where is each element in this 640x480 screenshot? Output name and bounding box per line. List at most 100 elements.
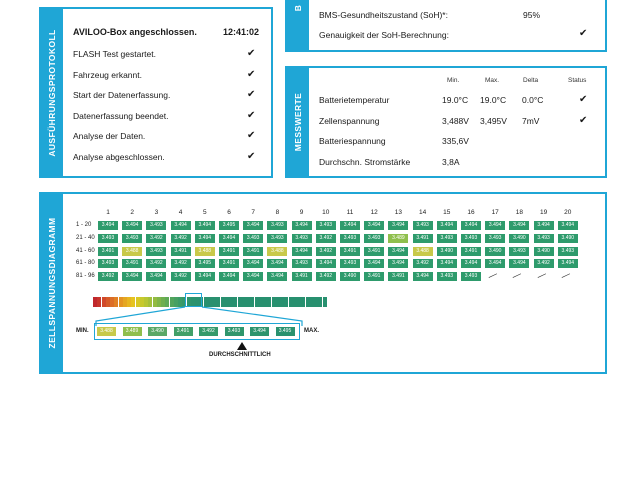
gradient-segment <box>292 297 297 307</box>
gradient-segment <box>127 297 131 307</box>
cell-voltage: 3.495 <box>218 220 240 231</box>
header-min: Min. <box>447 77 460 84</box>
gradient-segment <box>280 297 284 307</box>
gradient-segment <box>173 297 178 307</box>
protocol-item: Start der Datenerfassung. <box>73 90 171 100</box>
protocol-item: Datenerfassung beendet. <box>73 110 169 121</box>
check-icon: ✔ <box>247 109 256 121</box>
cell-voltage: 3.494 <box>169 220 192 231</box>
cell-voltage: 3.491 <box>411 232 434 244</box>
gradient-segment <box>105 297 110 307</box>
check-icon: ✔ <box>247 130 256 141</box>
zoom-cell: 3.495 <box>274 326 296 337</box>
cell-voltage: 3.494 <box>290 245 313 257</box>
column-number: 3 <box>154 209 159 216</box>
gradient-segment <box>241 297 246 307</box>
gradient-segment <box>224 297 229 307</box>
cell-voltage: 3.494 <box>387 258 410 270</box>
cell-voltage: 3.492 <box>411 258 434 270</box>
cell-voltage: 3.493 <box>435 271 458 283</box>
cell-voltage: 3.494 <box>411 271 434 283</box>
gradient-segment <box>195 297 199 307</box>
cell-voltage: 3.493 <box>508 245 531 257</box>
column-number: 11 <box>346 209 354 216</box>
cell-voltage: 3.492 <box>314 232 337 244</box>
mess-max: 19.0°C <box>480 95 507 105</box>
column-number: 18 <box>515 209 523 216</box>
cell-voltage: 3.493 <box>363 232 386 244</box>
cell-voltage: 3.493 <box>339 258 361 270</box>
cell-voltage: 3.494 <box>556 258 579 270</box>
cell-voltage: 3.494 <box>556 220 579 231</box>
cells-sidebar-title: ZELLSPANNUNGSDIAGRAMM <box>47 217 57 349</box>
cell-voltage: 3.488 <box>193 245 216 257</box>
average-marker-icon <box>237 342 247 350</box>
gradient-segment <box>169 297 174 307</box>
protocol-item: Analyse der Daten. <box>73 131 146 141</box>
cell-voltage: 3.491 <box>97 245 119 257</box>
cell-voltage: 3.493 <box>460 271 482 283</box>
protocol-item: Fahrzeug erkannt. <box>73 69 142 80</box>
gradient-segment <box>156 297 161 307</box>
mess-min: 3,488V <box>442 115 469 126</box>
cell-voltage: 3.493 <box>411 220 434 231</box>
column-number: 9 <box>299 209 304 216</box>
cell-voltage: 3.494 <box>218 232 240 244</box>
cell-voltage: 3.491 <box>363 245 386 257</box>
mess-min: 19.0°C <box>442 95 469 105</box>
cell-voltage: 3.494 <box>435 258 458 270</box>
protocol-sidebar: AUSFÜHRUNGSPROTOKOLL <box>41 9 63 176</box>
gradient-segment <box>114 297 119 307</box>
cell-voltage: 3.494 <box>193 220 216 231</box>
cell-voltage: 3.493 <box>435 232 458 244</box>
cell-voltage: 3.494 <box>387 245 410 257</box>
column-number: 13 <box>394 209 402 216</box>
cell-voltage: 3.494 <box>266 271 289 283</box>
cell-voltage: 3.494 <box>460 220 482 231</box>
cell-voltage: 3.492 <box>169 271 192 283</box>
cell-voltage: 3.488 <box>411 245 434 257</box>
cell-voltage: 3.492 <box>169 258 192 270</box>
cell-voltage: 3.494 <box>218 271 240 283</box>
cell-voltage: 3.494 <box>314 258 337 270</box>
cell-voltage: 3.494 <box>484 220 507 231</box>
gradient-segment <box>144 297 148 307</box>
soh-sidebar-title: B <box>293 4 303 12</box>
cell-voltage: 3.491 <box>169 245 192 257</box>
row-label: 21 - 40 <box>76 234 95 241</box>
cell-voltage: 3.490 <box>532 245 555 257</box>
column-number: 4 <box>178 209 183 216</box>
accuracy-check-icon: ✔ <box>579 28 588 39</box>
gradient-segment <box>233 297 238 307</box>
gradient-segment <box>101 297 106 307</box>
cell-voltage: 3.491 <box>290 271 313 283</box>
row-label: 41 - 60 <box>76 247 95 254</box>
cell-voltage: 3.494 <box>484 258 507 270</box>
gradient-segment <box>97 297 102 307</box>
cell-voltage: 3.494 <box>508 220 531 231</box>
gradient-segment <box>297 297 301 307</box>
column-number: 20 <box>564 209 572 216</box>
average-label: DURCHSCHNITTLICH <box>209 352 271 358</box>
protocol-item: Analyse abgeschlossen. <box>73 151 165 162</box>
column-number: 14 <box>418 209 427 216</box>
gradient-segment <box>165 297 170 307</box>
soh-value: 95% <box>523 10 541 20</box>
gradient-segment <box>322 297 327 307</box>
column-number: 1 <box>106 209 110 216</box>
cell-voltage: 3.494 <box>121 271 144 283</box>
cell-voltage: 3.495 <box>193 258 216 270</box>
cell-voltage: 3.490 <box>484 245 507 257</box>
gradient-segment <box>305 297 310 307</box>
mess-max: 3,495V <box>480 115 507 126</box>
column-number: 12 <box>370 209 378 216</box>
cell-voltage: 3.493 <box>266 220 289 231</box>
mess-min: 3,8A <box>442 156 460 167</box>
mess-label: Batteriespannung <box>319 136 386 146</box>
mess-label: Batterietemperatur <box>319 95 390 105</box>
gradient-segment <box>237 297 242 307</box>
cell-voltage: 3.493 <box>97 258 119 270</box>
accuracy-label: Genauigkeit der SoH-Berechnung: <box>319 30 449 40</box>
cell-voltage: 3.493 <box>484 232 507 244</box>
cell-voltage: 3.491 <box>218 258 240 270</box>
